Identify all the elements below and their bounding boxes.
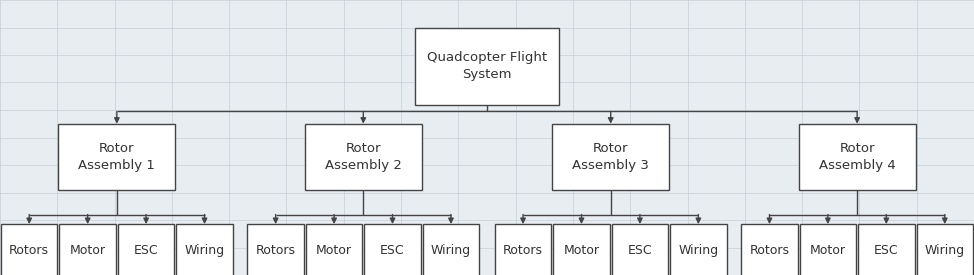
- FancyBboxPatch shape: [306, 224, 362, 275]
- Text: ESC: ESC: [874, 244, 899, 257]
- FancyBboxPatch shape: [917, 224, 973, 275]
- Text: Rotors: Rotors: [9, 244, 50, 257]
- FancyBboxPatch shape: [1, 224, 57, 275]
- FancyBboxPatch shape: [176, 224, 233, 275]
- FancyBboxPatch shape: [858, 224, 915, 275]
- Text: ESC: ESC: [133, 244, 159, 257]
- Text: Wiring: Wiring: [678, 244, 719, 257]
- FancyBboxPatch shape: [247, 224, 304, 275]
- FancyBboxPatch shape: [612, 224, 668, 275]
- Text: Quadcopter Flight
System: Quadcopter Flight System: [427, 51, 547, 81]
- Text: Wiring: Wiring: [924, 244, 965, 257]
- Text: Wiring: Wiring: [431, 244, 471, 257]
- FancyBboxPatch shape: [741, 224, 798, 275]
- Text: Rotors: Rotors: [503, 244, 543, 257]
- Text: Rotor
Assembly 4: Rotor Assembly 4: [819, 142, 895, 172]
- Text: Motor: Motor: [810, 244, 845, 257]
- Text: ESC: ESC: [627, 244, 653, 257]
- FancyBboxPatch shape: [799, 124, 916, 190]
- FancyBboxPatch shape: [118, 224, 174, 275]
- Text: Rotors: Rotors: [255, 244, 296, 257]
- Text: Rotor
Assembly 2: Rotor Assembly 2: [325, 142, 401, 172]
- FancyBboxPatch shape: [415, 28, 559, 105]
- Text: Motor: Motor: [564, 244, 599, 257]
- FancyBboxPatch shape: [670, 224, 727, 275]
- FancyBboxPatch shape: [553, 224, 610, 275]
- FancyBboxPatch shape: [59, 224, 116, 275]
- Text: Rotor
Assembly 3: Rotor Assembly 3: [573, 142, 649, 172]
- FancyBboxPatch shape: [305, 124, 422, 190]
- FancyBboxPatch shape: [552, 124, 669, 190]
- FancyBboxPatch shape: [58, 124, 175, 190]
- FancyBboxPatch shape: [800, 224, 856, 275]
- Text: Rotors: Rotors: [749, 244, 790, 257]
- Text: Rotor
Assembly 1: Rotor Assembly 1: [79, 142, 155, 172]
- Text: ESC: ESC: [380, 244, 405, 257]
- Text: Motor: Motor: [317, 244, 352, 257]
- FancyBboxPatch shape: [423, 224, 479, 275]
- Text: Wiring: Wiring: [184, 244, 225, 257]
- FancyBboxPatch shape: [364, 224, 421, 275]
- FancyBboxPatch shape: [495, 224, 551, 275]
- Text: Motor: Motor: [70, 244, 105, 257]
